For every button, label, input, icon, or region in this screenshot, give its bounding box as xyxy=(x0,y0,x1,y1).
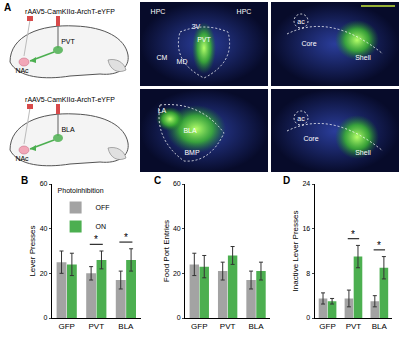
svg-text:HPC: HPC xyxy=(151,8,166,15)
svg-text:3V: 3V xyxy=(192,23,201,30)
svg-text:20: 20 xyxy=(173,270,181,277)
svg-text:HPC: HPC xyxy=(237,8,252,15)
svg-text:LA: LA xyxy=(158,107,167,114)
svg-text:rAAV5-CamKIIα-ArchT-eYFP: rAAV5-CamKIIα-ArchT-eYFP xyxy=(25,96,115,103)
svg-text:24: 24 xyxy=(302,180,310,187)
svg-text:Core: Core xyxy=(303,135,318,142)
svg-text:NAc: NAc xyxy=(15,155,29,162)
svg-text:ac: ac xyxy=(297,115,305,122)
svg-text:C: C xyxy=(154,175,161,186)
svg-text:40: 40 xyxy=(173,225,181,232)
svg-text:0: 0 xyxy=(44,314,48,321)
svg-text:PVT: PVT xyxy=(61,38,75,45)
svg-text:A: A xyxy=(4,2,11,13)
svg-text:OFF: OFF xyxy=(96,204,110,211)
svg-text:BLA: BLA xyxy=(118,322,134,331)
svg-text:0: 0 xyxy=(306,314,310,321)
svg-text:PVT: PVT xyxy=(220,322,236,331)
svg-text:CM: CM xyxy=(157,54,168,61)
svg-text:BLA: BLA xyxy=(248,322,264,331)
svg-text:0: 0 xyxy=(177,314,181,321)
svg-text:Food Port Entries: Food Port Entries xyxy=(162,220,171,282)
svg-text:BLA: BLA xyxy=(61,126,75,133)
svg-text:D: D xyxy=(283,175,290,186)
svg-text:20: 20 xyxy=(40,270,48,277)
svg-text:Inactive Lever Presses: Inactive Lever Presses xyxy=(291,211,300,292)
svg-text:B: B xyxy=(21,175,28,186)
svg-text:*: * xyxy=(351,229,355,240)
svg-text:Photoinhibition: Photoinhibition xyxy=(58,187,104,194)
svg-text:16: 16 xyxy=(302,225,310,232)
svg-text:BLA: BLA xyxy=(372,322,388,331)
svg-text:PVT: PVT xyxy=(197,36,211,43)
svg-text:Lever Presses: Lever Presses xyxy=(28,225,37,276)
svg-text:GFP: GFP xyxy=(319,322,335,331)
svg-text:8: 8 xyxy=(306,270,310,277)
svg-text:PVT: PVT xyxy=(346,322,362,331)
svg-text:GFP: GFP xyxy=(58,322,74,331)
svg-text:PVT: PVT xyxy=(89,322,105,331)
svg-text:Shell: Shell xyxy=(355,54,371,61)
svg-text:ac: ac xyxy=(297,18,305,25)
svg-text:60: 60 xyxy=(173,180,181,187)
svg-text:rAAV5-CamKIIα-ArchT-eYFP: rAAV5-CamKIIα-ArchT-eYFP xyxy=(25,8,115,15)
svg-text:BMP: BMP xyxy=(184,149,200,156)
svg-text:60: 60 xyxy=(40,180,48,187)
svg-text:BLA: BLA xyxy=(183,127,197,134)
svg-text:Core: Core xyxy=(301,40,316,47)
svg-text:*: * xyxy=(124,232,128,243)
svg-text:ON: ON xyxy=(96,223,107,230)
svg-text:GFP: GFP xyxy=(191,322,207,331)
svg-text:MD: MD xyxy=(177,58,188,65)
svg-text:NAc: NAc xyxy=(15,67,29,74)
svg-text:Shell: Shell xyxy=(355,149,371,156)
svg-text:*: * xyxy=(377,240,381,251)
svg-text:*: * xyxy=(94,234,98,245)
svg-text:40: 40 xyxy=(40,225,48,232)
